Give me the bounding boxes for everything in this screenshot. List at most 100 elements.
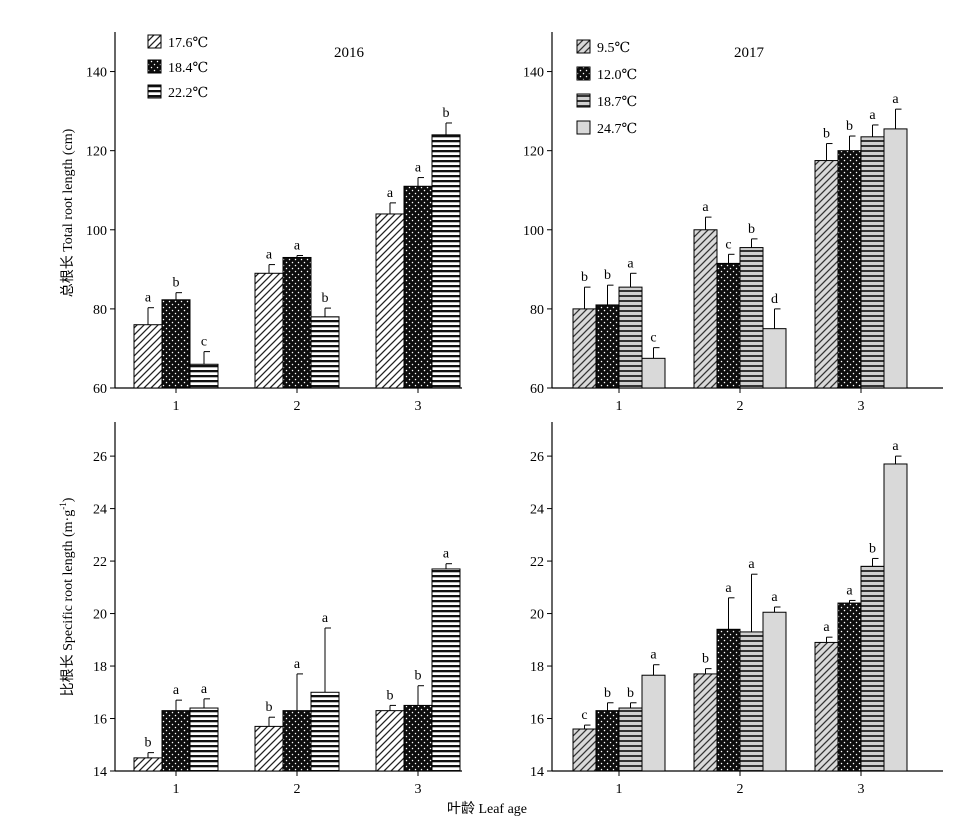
- significance-letter: b: [173, 276, 180, 291]
- legend-swatch: [576, 120, 591, 135]
- significance-letter: b: [846, 119, 853, 134]
- chart-panel-1: 60 80 100 120 140 1 2 3 a a a b a a c b b 2016 17.6℃ 18.4℃ 2…: [86, 32, 462, 414]
- y-tick-label: 20: [530, 608, 544, 623]
- significance-letter: a: [387, 186, 394, 201]
- legend-swatch: [147, 84, 162, 99]
- y-tick-label: 80: [93, 303, 107, 318]
- x-tick-label: 3: [858, 782, 865, 797]
- x-tick-label: 2: [294, 399, 301, 414]
- bar: [254, 272, 284, 389]
- significance-letter: a: [627, 256, 634, 271]
- significance-letter: a: [201, 682, 208, 697]
- x-tick-label: 3: [415, 782, 422, 797]
- significance-letter: b: [604, 268, 611, 283]
- significance-letter: a: [823, 620, 830, 635]
- significance-letter: a: [322, 611, 329, 626]
- bar: [716, 262, 741, 389]
- legend-swatch: [576, 93, 591, 108]
- chart-panel-3: 14 16 18 20 22 24 26 1 2 3 b b b a a b a a a: [93, 422, 462, 797]
- bar: [860, 565, 885, 772]
- legend-label: 17.6℃: [168, 36, 208, 51]
- significance-letter: b: [627, 686, 634, 701]
- bar: [310, 316, 340, 389]
- panel-title: 2016: [334, 45, 365, 61]
- bar: [837, 602, 862, 772]
- significance-letter: a: [702, 200, 709, 215]
- significance-letter: b: [581, 270, 588, 285]
- bar: [431, 134, 461, 389]
- significance-letter: a: [173, 683, 180, 698]
- bar: [282, 256, 312, 389]
- bar: [161, 299, 191, 389]
- y-tick-label: 22: [530, 555, 544, 570]
- y-axis-label-top: 总根长 Total root length (cm): [60, 128, 76, 297]
- chart-panel-4: 14 16 18 20 22 24 26 1 2 3 c b a b a a b a b a a a: [530, 422, 943, 797]
- significance-letter: a: [415, 161, 422, 176]
- bar: [693, 229, 718, 389]
- bar: [310, 691, 340, 772]
- legend-label: 22.2℃: [168, 86, 208, 101]
- significance-letter: d: [771, 292, 778, 307]
- significance-letter: b: [322, 291, 329, 306]
- y-tick-label: 16: [93, 713, 107, 728]
- significance-letter: a: [145, 291, 152, 306]
- y-axis-label-bottom: 比根长 Specific root length (m·g-1): [58, 497, 76, 696]
- legend-label: 18.7℃: [597, 95, 637, 110]
- bar: [572, 728, 597, 772]
- significance-letter: a: [748, 557, 755, 572]
- legend-swatch: [576, 66, 591, 81]
- legend-label: 9.5℃: [597, 41, 630, 56]
- bar: [403, 185, 433, 389]
- significance-letter: c: [650, 331, 656, 346]
- x-tick-label: 2: [737, 399, 744, 414]
- y-tick-label: 80: [530, 303, 544, 318]
- y-tick-label: 140: [86, 66, 107, 81]
- significance-letter: a: [443, 547, 450, 562]
- significance-letter: b: [823, 127, 830, 142]
- significance-letter: a: [892, 92, 899, 107]
- significance-letter: c: [725, 237, 731, 252]
- bar: [739, 631, 764, 772]
- y-tick-label: 26: [93, 450, 107, 465]
- legend-label: 12.0℃: [597, 68, 637, 83]
- bar: [375, 710, 405, 772]
- legend-swatch: [147, 34, 162, 49]
- significance-letter: a: [771, 590, 778, 605]
- bar: [693, 673, 718, 772]
- legend: 17.6℃ 18.4℃ 22.2℃: [147, 34, 208, 101]
- bar: [375, 213, 405, 389]
- y-tick-label: 18: [93, 660, 107, 675]
- y-tick-label: 24: [530, 503, 544, 518]
- y-tick-label: 16: [530, 713, 544, 728]
- bar: [883, 463, 908, 772]
- bar: [189, 707, 219, 772]
- bar: [618, 286, 643, 389]
- legend-label: 18.4℃: [168, 61, 208, 76]
- significance-letter: a: [294, 238, 301, 253]
- y-tick-label: 14: [530, 765, 544, 780]
- y-tick-label: 140: [523, 66, 544, 81]
- bar: [716, 628, 741, 772]
- y-tick-label: 60: [93, 382, 107, 397]
- bar: [133, 757, 163, 772]
- bar: [282, 710, 312, 772]
- significance-letter: a: [294, 657, 301, 672]
- significance-letter: b: [702, 652, 709, 667]
- bar: [403, 704, 433, 772]
- legend-swatch: [147, 59, 162, 74]
- significance-letter: c: [581, 708, 587, 723]
- y-tick-label: 24: [93, 503, 107, 518]
- bar: [161, 710, 191, 772]
- significance-letter: b: [443, 106, 450, 121]
- y-tick-label: 22: [93, 555, 107, 570]
- significance-letter: a: [892, 439, 899, 454]
- x-tick-label: 2: [294, 782, 301, 797]
- bar: [641, 357, 666, 389]
- panel-title: 2017: [734, 45, 765, 61]
- bar: [254, 725, 284, 772]
- y-tick-label: 60: [530, 382, 544, 397]
- x-tick-label: 3: [415, 399, 422, 414]
- y-tick-label: 120: [523, 145, 544, 160]
- bar: [133, 324, 163, 389]
- bar: [641, 674, 666, 772]
